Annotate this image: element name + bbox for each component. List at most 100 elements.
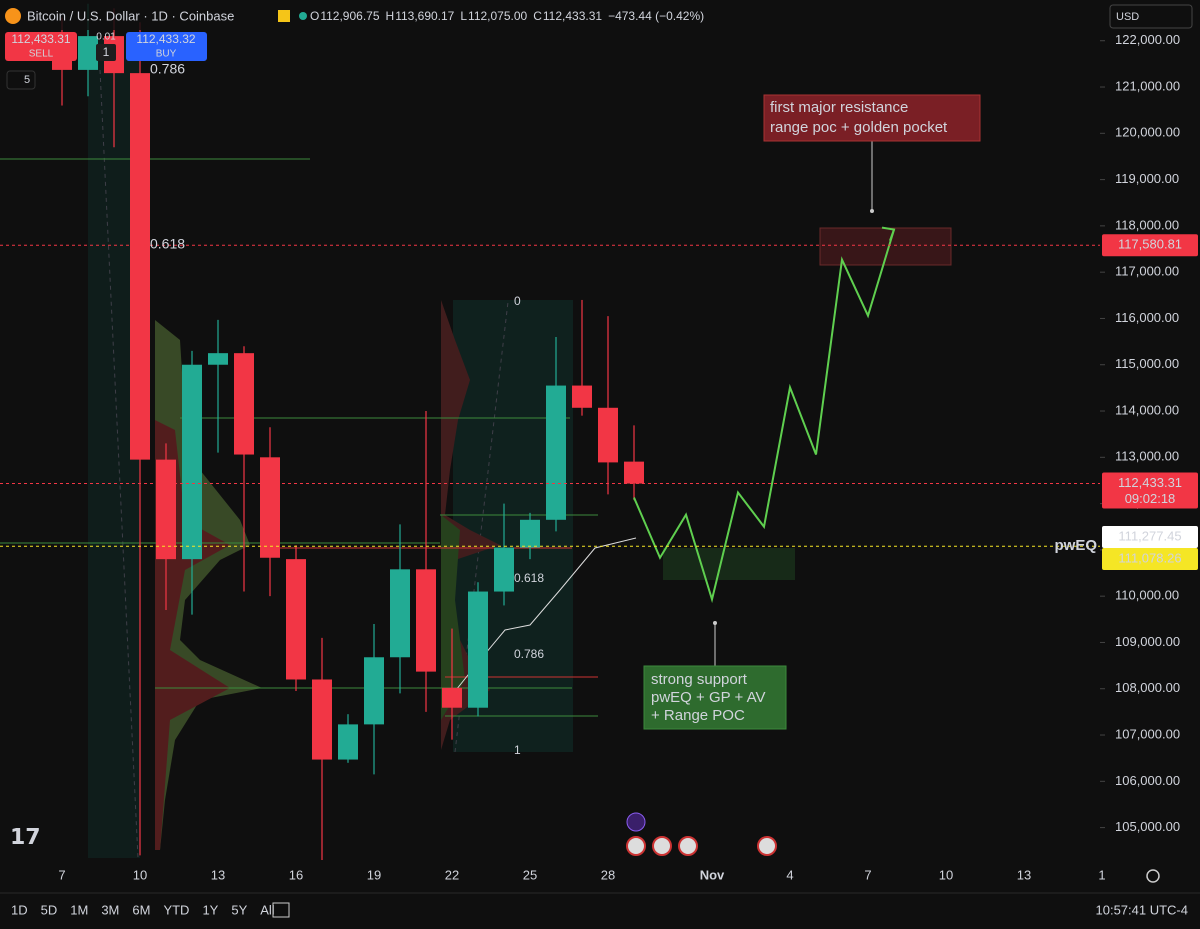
y-tick-label: 107,000.00 (1115, 726, 1180, 741)
fib-label: 0.618 (514, 571, 544, 585)
candle-body (364, 657, 384, 725)
range-button[interactable]: 5Y (231, 902, 247, 917)
ohlc-change: −473.44 (−0.42%) (608, 9, 704, 23)
flag-icon (278, 10, 290, 22)
candle-body (286, 559, 306, 680)
y-tick-label: 120,000.00 (1115, 125, 1180, 140)
range-button[interactable]: YTD (163, 902, 189, 917)
x-tick-label: 19 (367, 867, 381, 882)
x-tick-label: 1 (1098, 867, 1105, 882)
price-label-box (1102, 526, 1198, 549)
range-button[interactable]: 3M (101, 902, 119, 917)
ohlc-key: H (386, 9, 395, 23)
y-tick-label: 113,000.00 (1115, 449, 1179, 464)
candle-body (442, 687, 462, 708)
y-tick-label: 116,000.00 (1115, 310, 1179, 325)
y-tick-label: 106,000.00 (1115, 773, 1180, 788)
x-tick-label: 7 (58, 867, 65, 882)
candle-body (546, 385, 566, 520)
range-button[interactable]: 1M (70, 902, 88, 917)
candle-body (338, 724, 358, 760)
price-line-title: pwEQ (1054, 537, 1097, 554)
x-tick-label: 28 (601, 867, 615, 882)
candle-body (598, 407, 618, 463)
ohlc-value: 112,075.00 (468, 9, 527, 23)
ohlc-value: 113,690.17 (395, 9, 454, 23)
price-label-box (1102, 548, 1198, 571)
candle-body (52, 59, 72, 70)
y-tick-label: 115,000.00 (1115, 356, 1179, 371)
settings-icon[interactable] (1146, 869, 1160, 883)
candle-body (520, 519, 540, 548)
ohlc-key: C (533, 9, 542, 23)
projection-line (633, 229, 895, 604)
sell-button[interactable] (5, 32, 77, 61)
event-icon (678, 836, 698, 856)
price-label-box (1102, 234, 1198, 257)
sell-price: 112,433.31 (11, 32, 70, 46)
range-button[interactable]: 1Y (202, 902, 218, 917)
price-label: 112,433.31 (1118, 475, 1182, 490)
header-bar (0, 0, 1100, 30)
currency-select[interactable] (1109, 4, 1193, 29)
candle-body (156, 459, 176, 560)
candle-body (468, 591, 488, 708)
range-button[interactable]: 6M (132, 902, 150, 917)
currency: USD (1116, 11, 1139, 23)
x-tick-label: Nov (700, 867, 725, 882)
price-label-box (1102, 472, 1198, 509)
annotation-text: pwEQ + GP + AV (651, 689, 766, 706)
event-icon (652, 836, 672, 856)
x-tick-label: 7 (864, 867, 871, 882)
arrow-head (881, 226, 896, 241)
fib-label: 0.786 (150, 61, 185, 77)
event-icon (626, 836, 646, 856)
buy-price: 112,433.32 (136, 32, 195, 46)
calendar-icon[interactable] (272, 902, 290, 918)
toolbar: 1D 5D 1M 3M 6M YTD 1Y 5Y All (11, 902, 275, 917)
quantity: 1 (103, 45, 110, 59)
market-status (299, 12, 307, 20)
indicators-count: 5 (24, 74, 30, 86)
indicators-toggle[interactable] (6, 70, 36, 90)
y-tick-label: 105,000.00 (1115, 819, 1180, 834)
sell-label: SELL (29, 49, 54, 60)
buy-button[interactable] (126, 32, 207, 61)
annotation-text: + Range POC (651, 707, 745, 724)
ohlc-key: L (460, 9, 467, 23)
support-zone (663, 548, 795, 580)
volume-profile (441, 515, 465, 720)
fib-label: 0 (514, 294, 521, 308)
range-button[interactable]: 1D (11, 902, 28, 917)
range-button[interactable]: 5D (41, 902, 58, 917)
axis-layer: 105,000.00 106,000.00 107,000.00 108,000.00… (58, 32, 1198, 882)
y-tick-label: 119,000.00 (1115, 171, 1179, 186)
event-icon (626, 812, 646, 832)
range-button[interactable]: All (260, 902, 275, 917)
price-axis (1100, 0, 1200, 893)
annotation-box (763, 94, 981, 142)
y-tick-label: 108,000.00 (1115, 680, 1180, 695)
fib-diagonal (99, 69, 139, 859)
x-tick-label: 22 (445, 867, 459, 882)
candle-body (494, 547, 514, 592)
symbol-title: Bitcoin / U.S. Dollar · 1D · Coinbase (27, 8, 234, 23)
ohlc-value: 112,433.31 (543, 9, 602, 23)
annotation-box (643, 665, 787, 730)
quantity-box[interactable] (96, 44, 116, 61)
fib-label: 0.786 (514, 647, 544, 661)
ohlc-key: O (310, 9, 319, 23)
x-tick-label: 13 (211, 867, 225, 882)
fib-label: 0.618 (150, 236, 185, 252)
x-tick-label: 13 (1017, 867, 1031, 882)
x-tick-label: 10 (939, 867, 953, 882)
volume-profile (155, 320, 262, 850)
y-tick-label: 117,000.00 (1115, 264, 1179, 279)
y-tick-label: 118,000.00 (1115, 217, 1179, 232)
events (626, 812, 777, 856)
connector-dot (713, 621, 717, 625)
candle-body (260, 457, 280, 558)
countdown: 09:02:18 (1125, 491, 1176, 506)
y-tick-label: 110,000.00 (1115, 588, 1179, 603)
